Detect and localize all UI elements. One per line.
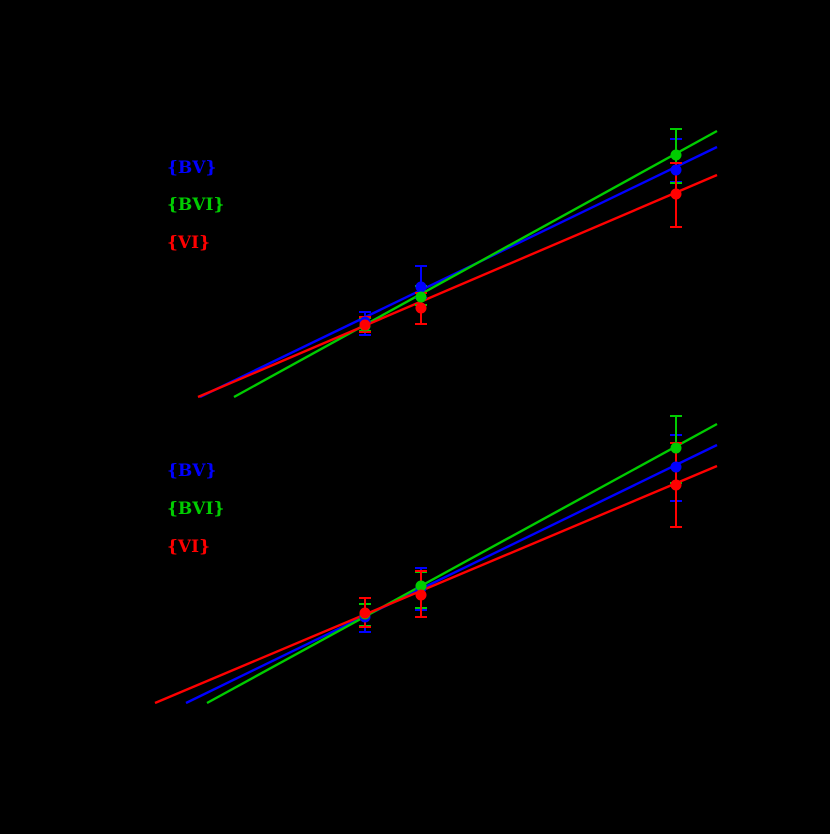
bottom-data-points	[359, 442, 682, 623]
data-point-bvi	[415, 291, 427, 303]
data-point-bvi	[670, 442, 682, 454]
legend-entry-bv: {BV}	[167, 461, 216, 481]
top-panel: {BV} {BVI} {VI}	[167, 128, 718, 399]
fit-line-bv	[185, 443, 718, 705]
data-point-bvi	[415, 580, 427, 592]
fit-line-vi	[154, 464, 718, 705]
data-point-vi	[359, 607, 371, 619]
data-point-vi	[359, 319, 371, 331]
data-point-vi	[415, 589, 427, 601]
legend-entry-bvi: {BVI}	[167, 195, 224, 215]
legend-entry-bvi: {BVI}	[167, 499, 224, 519]
data-point-bv	[415, 281, 427, 293]
bottom-panel: {BV} {BVI} {VI}	[154, 415, 718, 705]
bottom-legend: {BV} {BVI} {VI}	[167, 461, 224, 557]
top-fit-lines	[197, 129, 718, 399]
fit-line-vi	[197, 173, 718, 399]
legend-entry-bv: {BV}	[167, 158, 216, 178]
data-point-vi	[415, 302, 427, 314]
fit-line-bvi	[206, 422, 718, 705]
top-data-points	[359, 149, 682, 332]
legend-entry-vi: {VI}	[167, 233, 210, 253]
fit-line-bvi	[233, 129, 718, 399]
data-point-vi	[670, 188, 682, 200]
data-point-bvi	[670, 149, 682, 161]
data-point-vi	[670, 479, 682, 491]
bottom-fit-lines	[154, 422, 718, 705]
top-legend: {BV} {BVI} {VI}	[167, 158, 224, 253]
data-point-bv	[670, 461, 682, 473]
data-point-bv	[670, 164, 682, 176]
legend-entry-vi: {VI}	[167, 537, 210, 557]
